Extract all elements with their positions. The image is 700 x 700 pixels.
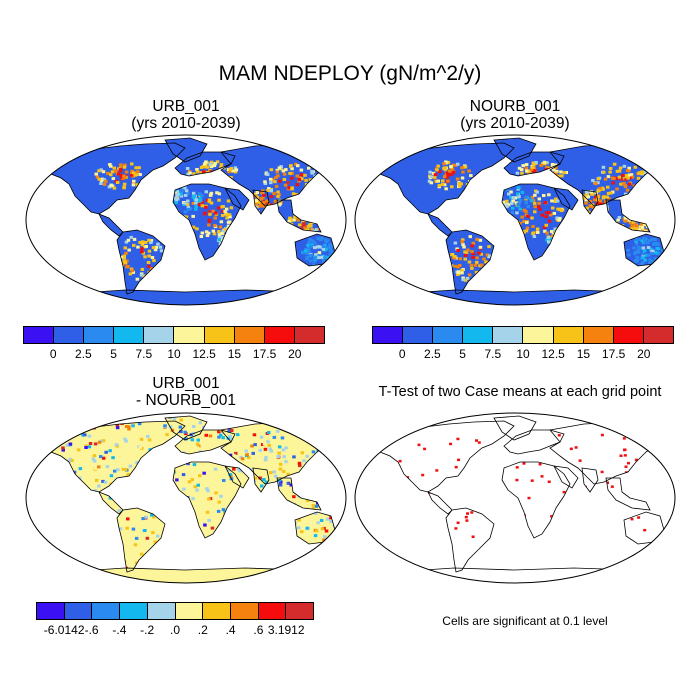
colorbar-nourb-swatch [433, 327, 464, 343]
colorbar-difference-labels-tick: .6 [253, 623, 264, 637]
colorbar-difference-labels-tick: 3.1912 [267, 623, 305, 637]
colorbar-nourb-swatch [523, 327, 554, 343]
colorbar-nourb-swatch [553, 327, 584, 343]
colorbar-urb-swatch [54, 327, 85, 343]
colorbar-nourb-swatch [463, 327, 494, 343]
map-urb [25, 134, 347, 306]
colorbar-urb-swatch [174, 327, 205, 343]
colorbar-urb-labels-tick: 17.5 [252, 347, 277, 361]
colorbar-difference-swatch [258, 603, 287, 619]
colorbar-nourb-labels-tick: 7.5 [484, 347, 502, 361]
colorbar-nourb-labels-tick: 5 [459, 347, 466, 361]
panel-3-title-line2: - NOURB_001 [136, 392, 236, 409]
panel-4-title: T-Test of two Case means at each grid po… [378, 384, 662, 400]
colorbar-difference [36, 602, 314, 620]
colorbar-difference-labels-tick: .0 [169, 623, 180, 637]
colorbar-urb-labels-tick: 5 [110, 347, 117, 361]
main-title: MAM NDEPLOY (gN/m^2/y) [218, 62, 482, 85]
colorbar-urb-labels-tick: 2.5 [75, 347, 92, 361]
colorbar-nourb-labels: 0 2.5 5 7.5 10 12.5 15 17.5 20 [372, 347, 674, 363]
panel-1-title-line2: (yrs 2010-2039) [131, 115, 241, 132]
colorbar-urb-swatch [234, 327, 265, 343]
colorbar-urb-labels-tick: 15 [227, 347, 242, 361]
colorbar-difference-swatch [230, 603, 259, 619]
colorbar-difference-labels-tick: .2 [197, 623, 208, 637]
colorbar-urb-swatch [204, 327, 235, 343]
colorbar-difference-swatch [92, 603, 121, 619]
map-ttest [354, 412, 676, 584]
colorbar-difference-swatch [286, 603, 314, 619]
colorbar-nourb-labels-tick: 2.5 [424, 347, 441, 361]
colorbar-urb-swatch [294, 327, 324, 343]
map-difference [25, 412, 347, 584]
colorbar-nourb-swatch [613, 327, 644, 343]
colorbar-nourb-swatch [403, 327, 434, 343]
colorbar-nourb-labels-tick: 15 [576, 347, 591, 361]
colorbar-nourb-swatch [493, 327, 524, 343]
colorbar-urb-swatch [114, 327, 145, 343]
map-nourb [354, 134, 676, 306]
map-ttest-frame [355, 413, 675, 583]
colorbar-urb-labels-tick: 12.5 [192, 347, 216, 361]
colorbar-difference-labels-tick: -.6 [84, 623, 99, 637]
colorbar-difference-labels: -6.0142 -.6 -.4 -.2 .0 .2 .4 .6 3.1912 [36, 623, 314, 639]
colorbar-nourb-labels-tick: 0 [398, 347, 406, 361]
colorbar-nourb-labels-tick: 20 [637, 347, 651, 361]
significance-note: Cells are significant at 0.1 level [442, 614, 608, 628]
colorbar-nourb-labels-tick: 10 [516, 347, 530, 361]
colorbar-difference-swatch [64, 603, 93, 619]
colorbar-difference-swatch [175, 603, 204, 619]
panel-1-title: URB_001 (yrs 2010-2039) [25, 98, 347, 132]
colorbar-urb [23, 326, 325, 344]
colorbar-difference-labels-tick: -.2 [140, 623, 155, 637]
panel-2-title-line1: NOURB_001 [469, 98, 561, 115]
panel-2-title-line2: (yrs 2010-2039) [460, 115, 570, 132]
colorbar-nourb-swatch [583, 327, 614, 343]
panel-1-title-line1: URB_001 [152, 98, 220, 115]
colorbar-nourb [372, 326, 674, 344]
colorbar-difference-swatch [147, 603, 176, 619]
colorbar-difference-swatch [203, 603, 231, 619]
colorbar-nourb-labels-tick: 12.5 [541, 347, 565, 361]
colorbar-difference-labels-tick: -.4 [112, 623, 127, 637]
colorbar-urb-labels-tick: 0 [49, 347, 57, 361]
panel-3-title-line1: URB_001 [152, 375, 220, 392]
colorbar-urb-labels-tick: 10 [167, 347, 181, 361]
colorbar-urb-labels-tick: 20 [288, 347, 302, 361]
colorbar-urb-swatch [264, 327, 295, 343]
panel-2-title: NOURB_001 (yrs 2010-2039) [354, 98, 676, 132]
panel-3-title: URB_001 - NOURB_001 [25, 375, 347, 409]
colorbar-difference-swatch [120, 603, 148, 619]
colorbar-difference-swatch [37, 603, 65, 619]
colorbar-nourb-labels-tick: 17.5 [601, 347, 626, 361]
colorbar-urb-swatch [24, 327, 55, 343]
colorbar-urb-labels-tick: 7.5 [135, 347, 153, 361]
colorbar-difference-labels-tick: -6.0142 [43, 623, 85, 637]
colorbar-difference-labels-tick: .4 [225, 623, 236, 637]
colorbar-nourb-swatch [643, 327, 673, 343]
colorbar-urb-labels: 0 2.5 5 7.5 10 12.5 15 17.5 20 [23, 347, 325, 363]
colorbar-urb-swatch [144, 327, 175, 343]
colorbar-urb-swatch [84, 327, 115, 343]
colorbar-nourb-swatch [373, 327, 404, 343]
